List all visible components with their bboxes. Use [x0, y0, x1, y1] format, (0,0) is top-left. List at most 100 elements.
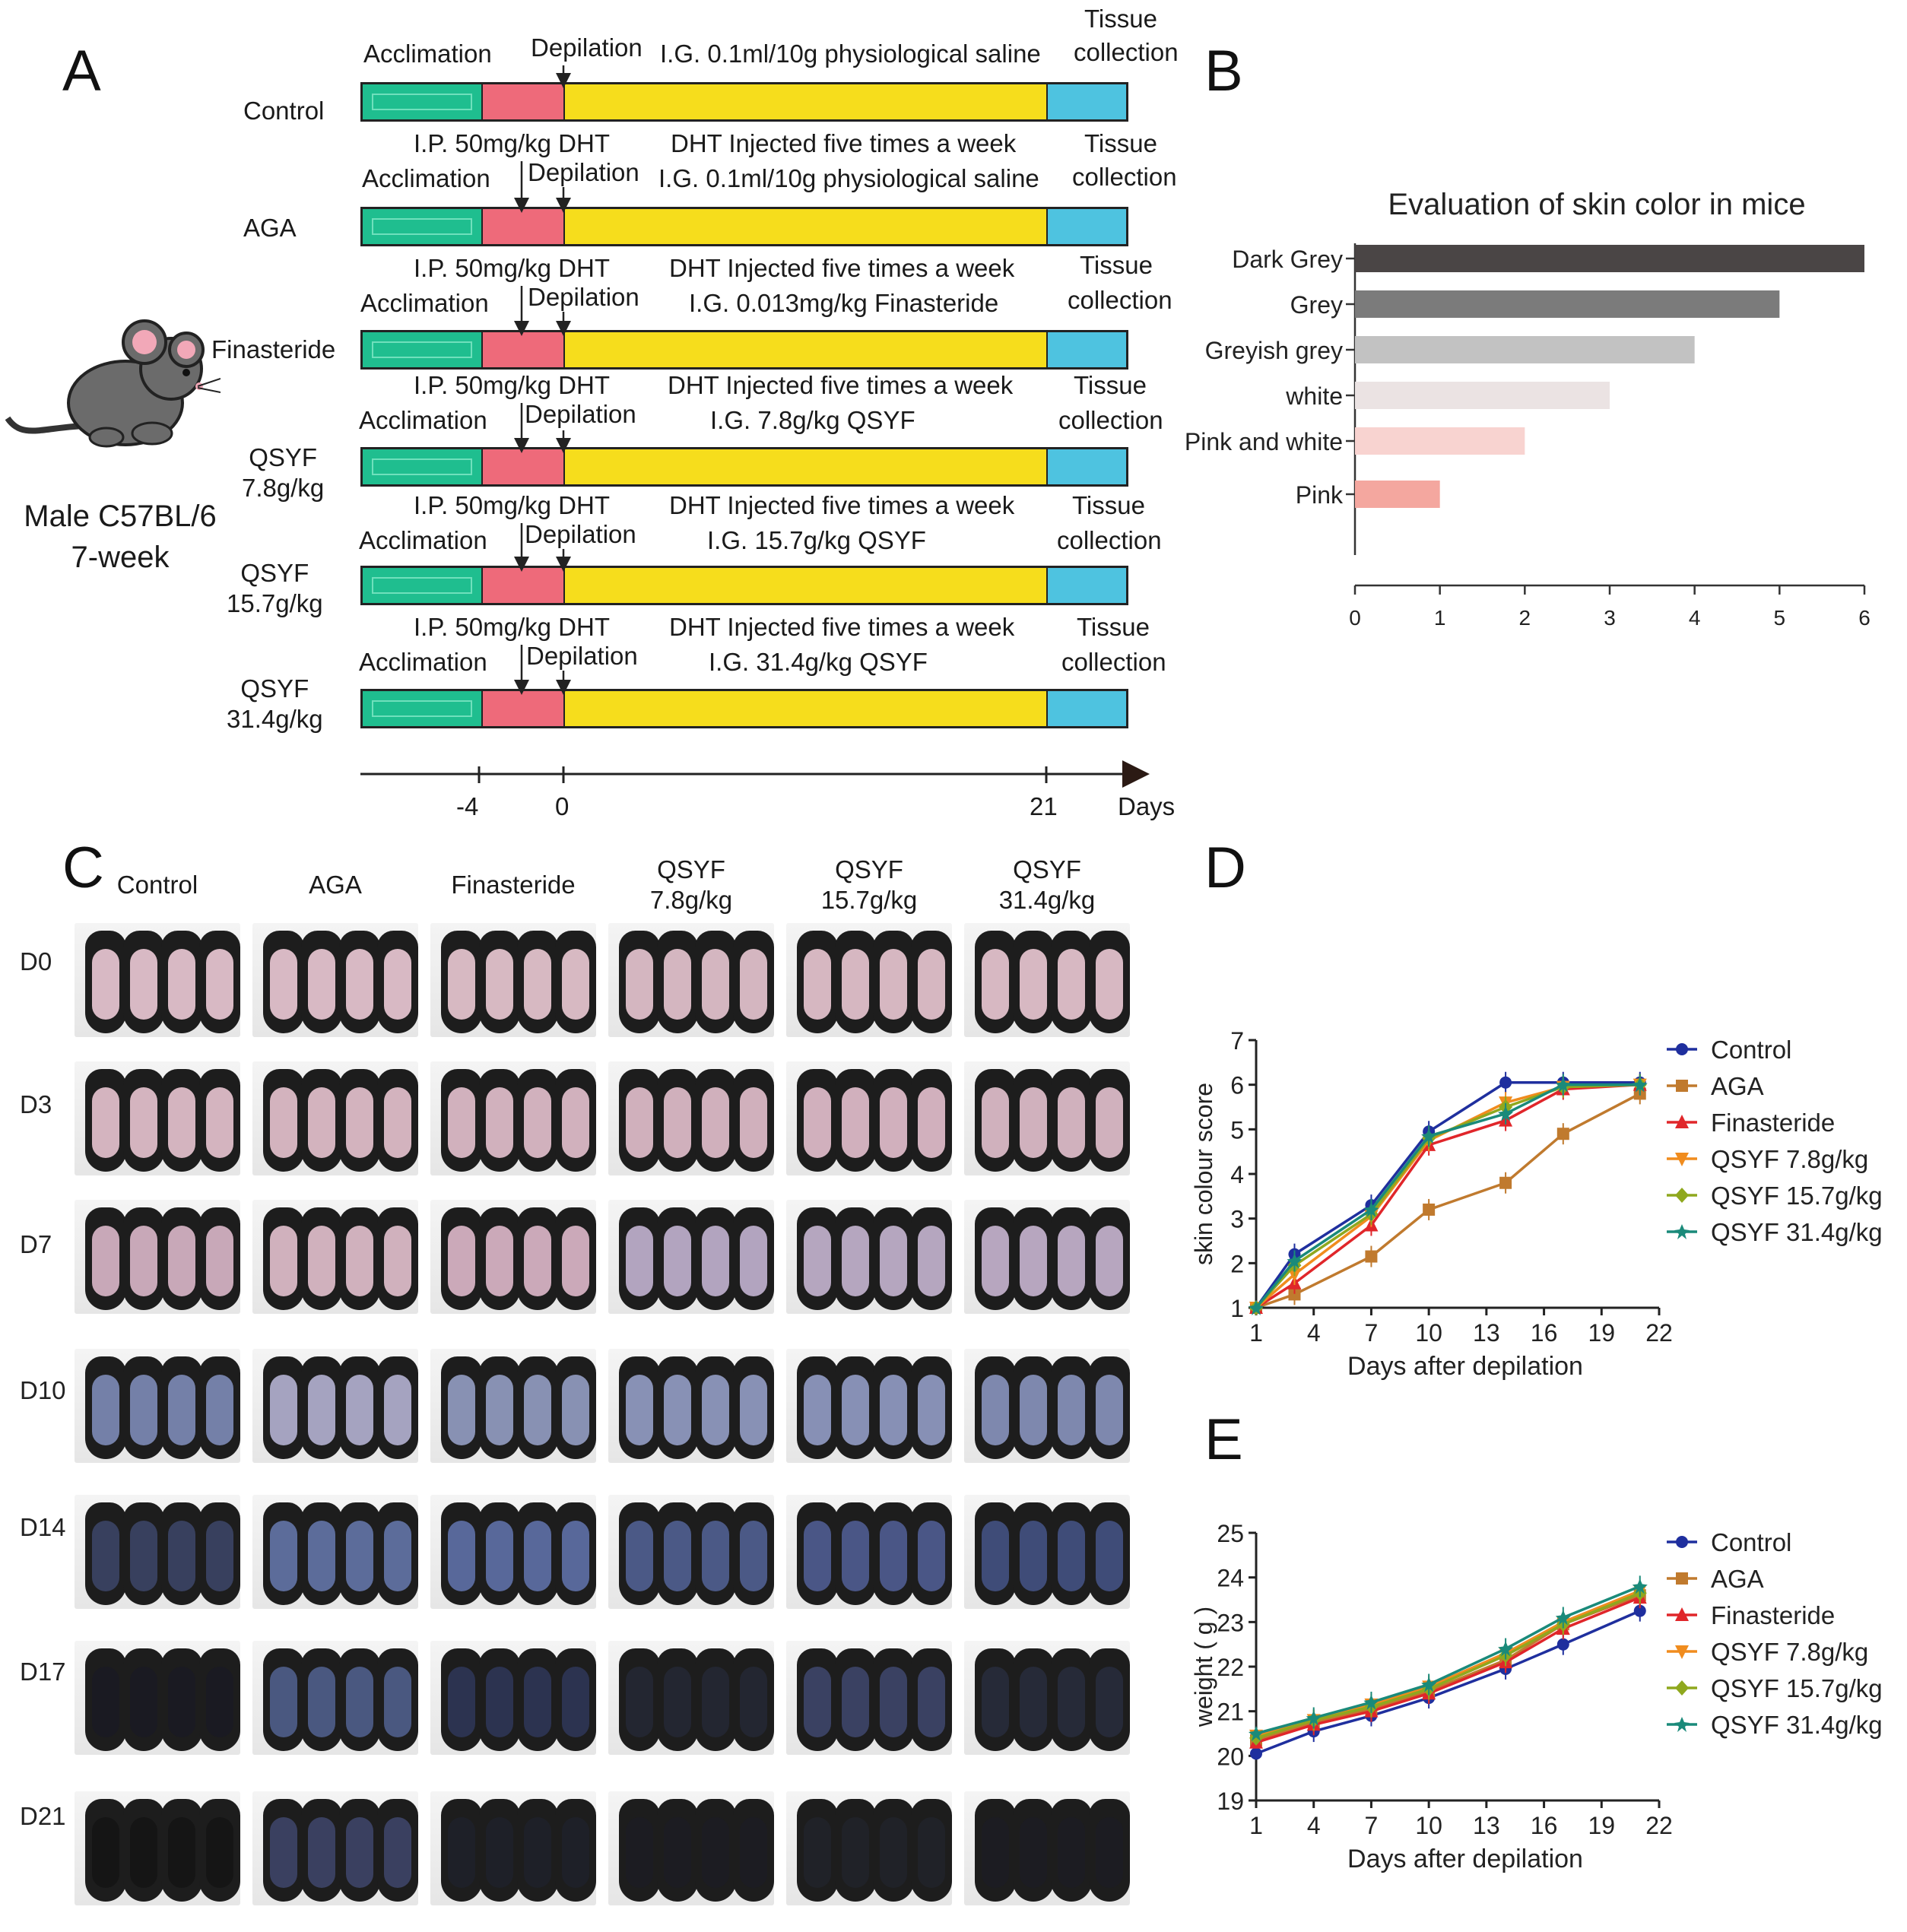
mouse-photo [75, 923, 240, 1037]
series-line [1255, 1080, 1640, 1309]
legend-entry: QSYF 15.7g/kg [1667, 1674, 1883, 1702]
mouse-figure [123, 931, 164, 1033]
mouse-figure [975, 931, 1016, 1033]
x-tick-label: 2 [1519, 606, 1531, 630]
skin-colour-score-line-chart: 1 2 3 4 5 6 7 1 4 7 10 13 16 19 22 Days after depilatio… [1190, 1027, 1883, 1381]
y-tick-label: 2 [1230, 1250, 1244, 1277]
mouse-figure [301, 1069, 342, 1172]
x-tick-label: 4 [1307, 1812, 1321, 1839]
mouse-figure [1089, 1648, 1130, 1751]
acclimation-label: Acclimation [363, 40, 492, 68]
mouse-figure [797, 1356, 838, 1459]
mouse-figure [123, 1502, 164, 1605]
x-tick-label: 4 [1689, 606, 1701, 630]
mouse-figure [339, 1799, 380, 1902]
mouse-figure [479, 1799, 520, 1902]
x-tick-label: 5 [1774, 606, 1786, 630]
bar-2 [1355, 336, 1695, 363]
photo-row-label: D7 [20, 1230, 52, 1258]
depilation-label: Depilation [525, 520, 636, 548]
mouse-photo [786, 923, 952, 1037]
tissue-label: Tissue [1072, 491, 1145, 519]
photo-column-label: QSYF 15.7g/kg [778, 855, 960, 915]
data-point [1250, 1747, 1262, 1760]
x-tick-label: 22 [1645, 1812, 1673, 1839]
collection-label: collection [1074, 38, 1179, 66]
mouse-figure [479, 1356, 520, 1459]
mouse-figure [199, 1069, 240, 1172]
group-label-control: Control [243, 96, 324, 126]
mouse-figure [339, 1207, 380, 1310]
mouse-figure [263, 931, 304, 1033]
group-dose: 31.4g/kg [227, 705, 323, 733]
mouse-figure [835, 1799, 876, 1902]
legend-entry: QSYF 31.4g/kg [1667, 1711, 1883, 1739]
mouse-figure [199, 1207, 240, 1310]
mouse-figure [555, 1648, 596, 1751]
photo-row-label: D10 [20, 1376, 66, 1404]
mouse-figure [555, 1799, 596, 1902]
mouse-figure [555, 1356, 596, 1459]
mouse-figure [123, 1799, 164, 1902]
timeline-bar-qsyf-31 [360, 689, 1128, 728]
mouse-figure [263, 1069, 304, 1172]
column-label-line: QSYF [835, 855, 903, 884]
y-axis-label: skin colour score [1190, 1083, 1217, 1265]
mouse-figure [975, 1502, 1016, 1605]
dht-dose-label: I.P. 50mg/kg DHT [414, 491, 610, 519]
dht-dose-label: I.P. 50mg/kg DHT [414, 371, 610, 399]
panel-e-letter: E [1204, 1407, 1243, 1472]
series-aga [1250, 1083, 1646, 1314]
mouse-photo [252, 1061, 418, 1175]
mouse-figure [479, 1207, 520, 1310]
mouse-figure [555, 1502, 596, 1605]
mouse-figure [797, 1207, 838, 1310]
animal-strain: Male C57BL/6 [24, 500, 217, 533]
data-point [1249, 1726, 1264, 1741]
mouse-figure [797, 1069, 838, 1172]
legend-entry: Finasteride [1667, 1601, 1835, 1629]
x-tick-label: 13 [1473, 1812, 1500, 1839]
treatment-label: I.G. 15.7g/kg QSYF [707, 526, 926, 554]
mouse-figure [975, 1069, 1016, 1172]
data-point [1676, 1572, 1688, 1585]
mouse-figure [695, 1648, 736, 1751]
mouse-figure [199, 1502, 240, 1605]
mouse-photo [964, 1349, 1130, 1463]
mouse-figure [835, 931, 876, 1033]
data-point [1675, 1645, 1689, 1659]
legend-label: QSYF 15.7g/kg [1711, 1674, 1883, 1702]
data-point [1632, 1077, 1648, 1093]
mouse-figure [797, 1648, 838, 1751]
mouse-photo [252, 1641, 418, 1755]
dht-dose-label: I.P. 50mg/kg DHT [414, 613, 610, 641]
x-tick-label: 16 [1531, 1319, 1558, 1347]
mouse-figure [975, 1799, 1016, 1902]
collection-label: collection [1068, 286, 1172, 314]
mouse-figure [85, 931, 126, 1033]
photo-row-label: D21 [20, 1802, 66, 1830]
chart-title: Evaluation of skin color in mice [1388, 188, 1805, 221]
mouse-figure [161, 1207, 202, 1310]
mouse-figure [695, 1502, 736, 1605]
data-point [1421, 1128, 1437, 1144]
legend-entry: Control [1667, 1036, 1791, 1064]
x-axis-label: Days after depilation [1347, 1352, 1583, 1381]
column-label-line: QSYF [1013, 855, 1081, 884]
mouse-photo [964, 1495, 1130, 1609]
data-point [1306, 1710, 1322, 1726]
day-tick-0: 0 [555, 792, 570, 820]
legend-label: Control [1711, 1528, 1791, 1556]
photo-column-label: Finasteride [422, 870, 604, 900]
data-point [1421, 1677, 1437, 1692]
collection-label: collection [1061, 648, 1166, 676]
mouse-figure [339, 1356, 380, 1459]
mouse-figure [517, 1648, 558, 1751]
mouse-figure [695, 1799, 736, 1902]
mouse-photo [75, 1200, 240, 1314]
mouse-figure [695, 931, 736, 1033]
tissue-label: Tissue [1084, 5, 1157, 33]
depilation-label: Depilation [531, 33, 643, 62]
mouse-figure [619, 1502, 660, 1605]
day-axis-arrowhead-icon [1122, 760, 1150, 788]
